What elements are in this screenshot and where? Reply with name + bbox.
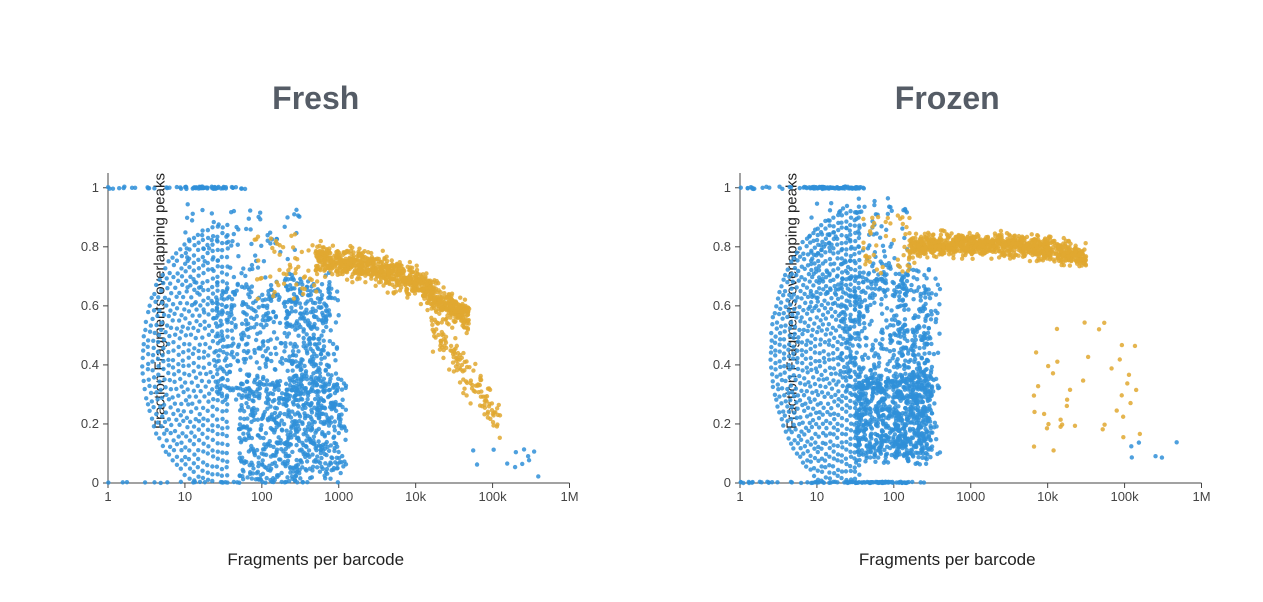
panel-title-fresh: Fresh <box>0 80 632 117</box>
svg-text:100: 100 <box>251 489 273 504</box>
svg-text:100: 100 <box>882 489 904 504</box>
svg-text:0: 0 <box>723 475 730 490</box>
svg-text:0.8: 0.8 <box>712 239 730 254</box>
panel-frozen: Frozen Fraction Fragments overlapping pe… <box>632 0 1263 602</box>
scatter-plot-frozen: 1 10 100 1000 10k 100k 1M 0 0.2 0.4 0.6 0.8 1 <box>692 165 1214 515</box>
svg-text:0.4: 0.4 <box>81 357 99 372</box>
svg-text:0.6: 0.6 <box>81 298 99 313</box>
svg-text:1M: 1M <box>1192 489 1210 504</box>
svg-text:0.6: 0.6 <box>712 298 730 313</box>
plot-wrap-frozen: 1 10 100 1000 10k 100k 1M 0 0.2 0.4 0.6 0.8 1 <box>692 165 1214 515</box>
svg-text:1: 1 <box>92 180 99 195</box>
svg-text:10k: 10k <box>1037 489 1058 504</box>
svg-text:1000: 1000 <box>956 489 985 504</box>
svg-text:0.4: 0.4 <box>712 357 730 372</box>
panels-container: Fresh Fraction Fragments overlapping pea… <box>0 0 1263 602</box>
xlabel-fresh: Fragments per barcode <box>0 550 632 570</box>
svg-text:10: 10 <box>178 489 192 504</box>
svg-text:1000: 1000 <box>324 489 353 504</box>
svg-text:1: 1 <box>723 180 730 195</box>
svg-text:0.2: 0.2 <box>81 416 99 431</box>
svg-text:1: 1 <box>104 489 111 504</box>
svg-text:0: 0 <box>92 475 99 490</box>
svg-text:0.2: 0.2 <box>712 416 730 431</box>
svg-text:1M: 1M <box>560 489 578 504</box>
svg-text:100k: 100k <box>1110 489 1139 504</box>
scatter-plot-fresh: 1 10 100 1000 10k 100k 1M 0 0.2 0.4 0.6 0.8 1 <box>60 165 582 515</box>
xlabel-frozen: Fragments per barcode <box>632 550 1263 570</box>
panel-title-frozen: Frozen <box>632 80 1263 117</box>
svg-text:100k: 100k <box>478 489 507 504</box>
svg-text:1: 1 <box>736 489 743 504</box>
plot-wrap-fresh: 1 10 100 1000 10k 100k 1M 0 0.2 0.4 0.6 0.8 1 <box>60 165 582 515</box>
svg-text:0.8: 0.8 <box>81 239 99 254</box>
svg-text:10: 10 <box>809 489 823 504</box>
svg-text:10k: 10k <box>405 489 426 504</box>
panel-fresh: Fresh Fraction Fragments overlapping pea… <box>0 0 632 602</box>
